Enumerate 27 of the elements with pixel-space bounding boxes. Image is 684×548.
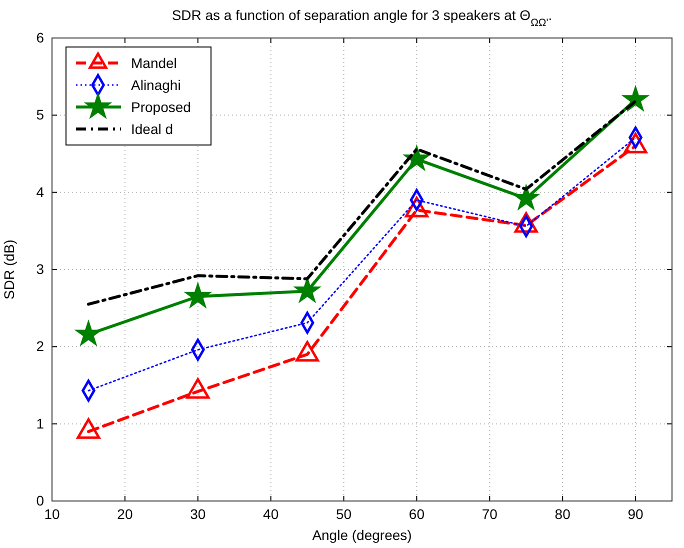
legend-label: Alinaghi (131, 77, 181, 93)
y-tick-label: 1 (36, 415, 44, 432)
legend-label: Ideal d (131, 121, 174, 137)
x-axis-title: Angle (degrees) (312, 527, 412, 543)
y-tick-label: 3 (36, 260, 44, 277)
point (184, 282, 212, 308)
point (512, 184, 540, 210)
chart-title: SDR as a function of separation angle for 3 speakers at Θ$_{ΩΩ'}$. (172, 7, 552, 29)
y-axis-title: SDR (dB) (1, 240, 17, 300)
legend-label: Proposed (131, 99, 191, 115)
x-tick-label: 30 (190, 506, 206, 522)
x-tick-label: 60 (408, 506, 425, 522)
x-tick-label: 90 (628, 506, 644, 522)
point (75, 320, 102, 346)
x-tick-label: 40 (263, 506, 279, 522)
x-tick-label: 20 (117, 506, 133, 522)
y-tick-label: 0 (36, 492, 44, 508)
legend-label: Mandel (131, 55, 177, 71)
y-tick-label: 2 (36, 338, 44, 354)
x-tick-label: 80 (554, 506, 571, 522)
x-tick-label: 50 (336, 506, 352, 522)
y-tick-label: 5 (36, 106, 44, 123)
y-tick-label: 6 (36, 29, 44, 46)
x-tick-label: 10 (44, 506, 60, 522)
point (294, 277, 320, 302)
y-tick-label: 4 (36, 184, 44, 200)
x-tick-label: 70 (482, 506, 498, 522)
